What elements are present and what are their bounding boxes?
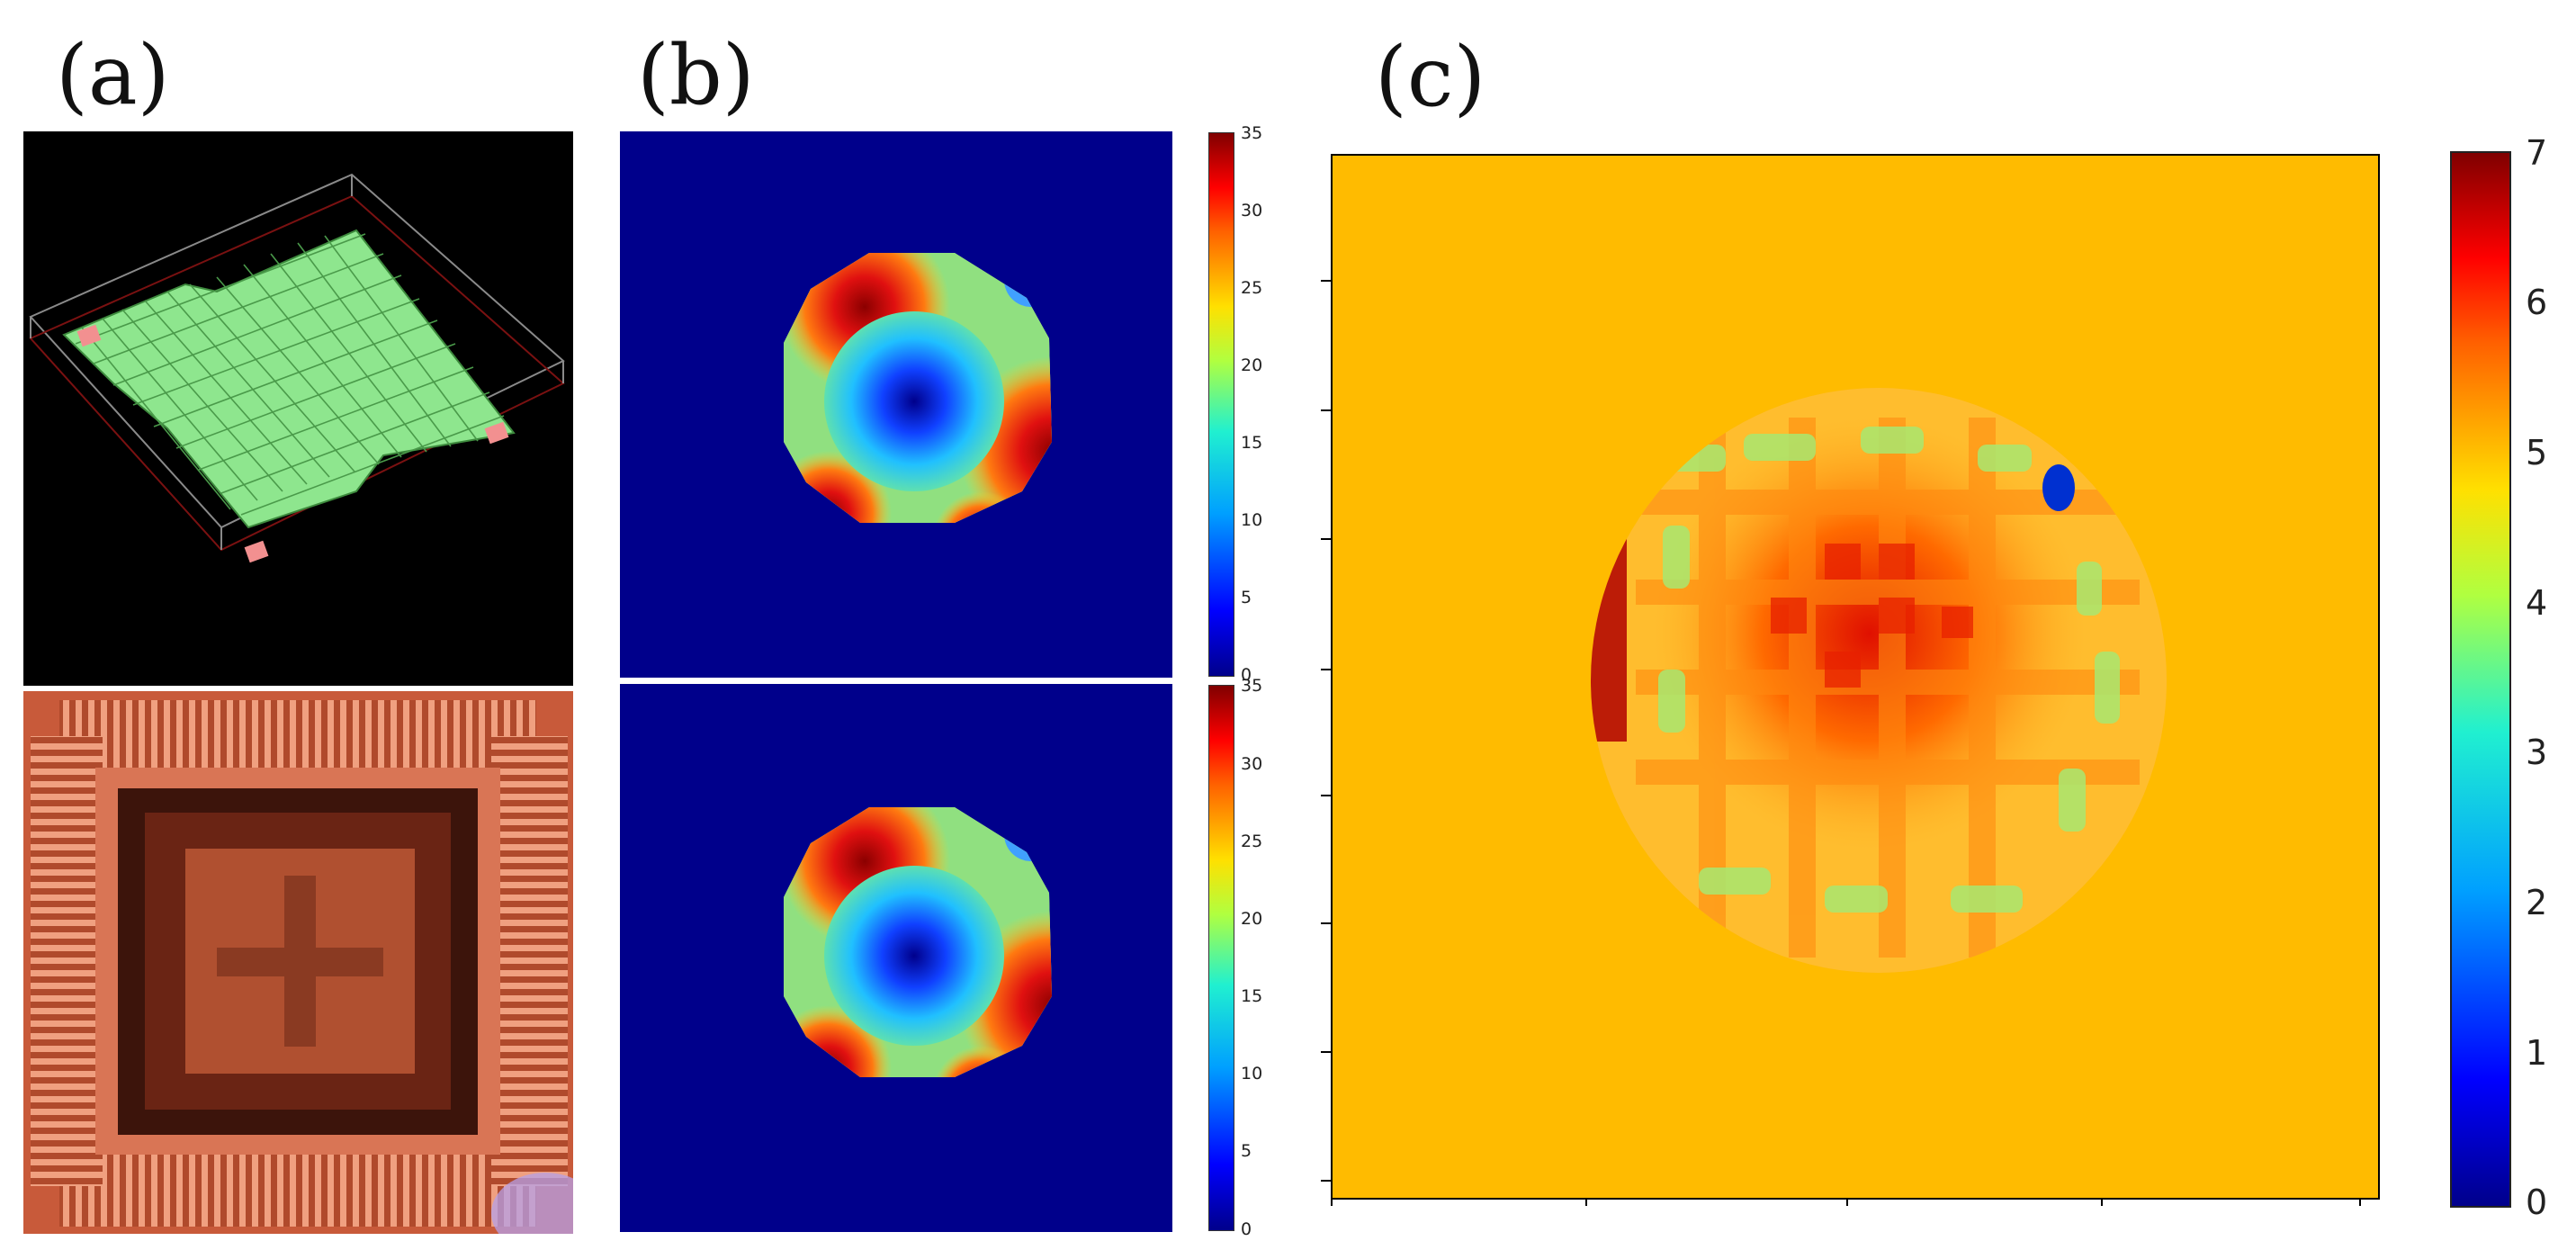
colorbar-tick: 15 <box>1241 433 1263 453</box>
colorbar-tick: 35 <box>1241 676 1263 696</box>
colorbar-gradient <box>2450 151 2511 1208</box>
colorbar-tick: 4 <box>2526 583 2548 623</box>
colorbar-c: 7 6 5 4 3 2 1 0 <box>2450 133 2576 1222</box>
colorbar-tick: 35 <box>1241 123 1263 143</box>
colorbar-tick: 2 <box>2526 883 2548 922</box>
mesh-3d-render <box>23 131 573 686</box>
colorbar-tick: 7 <box>2526 133 2548 173</box>
colorbar-tick: 10 <box>1241 510 1263 530</box>
colorbar-tick: 0 <box>1241 665 1252 685</box>
colorbar-tick: 0 <box>2526 1183 2548 1222</box>
colorbar-tick: 25 <box>1241 278 1263 298</box>
colorbar-gradient <box>1208 685 1234 1231</box>
contour-map-bottom <box>620 684 1172 1232</box>
contour-map-top <box>620 131 1172 678</box>
colorbar-b-top: 35 30 25 20 15 10 5 0 <box>1208 123 1280 685</box>
colorbar-tick: 1 <box>2526 1033 2548 1073</box>
colorbar-tick: 6 <box>2526 283 2548 322</box>
colorbar-tick: 10 <box>1241 1064 1263 1084</box>
panel-label-c: (c) <box>1375 29 1486 125</box>
colorbar-tick: 20 <box>1241 355 1263 375</box>
colorbar-tick: 3 <box>2526 733 2548 772</box>
colorbar-tick: 0 <box>1241 1219 1252 1239</box>
colorbar-b-bottom: 35 30 25 20 15 10 5 0 <box>1208 676 1280 1239</box>
panel-label-a: (a) <box>56 27 170 123</box>
panel-label-b: (b) <box>637 27 755 123</box>
chip-package-photo <box>23 691 573 1234</box>
colorbar-tick: 30 <box>1241 754 1263 774</box>
colorbar-tick: 30 <box>1241 201 1263 220</box>
colorbar-tick: 15 <box>1241 986 1263 1006</box>
colorbar-tick: 5 <box>1241 1141 1252 1161</box>
colorbar-tick: 25 <box>1241 832 1263 851</box>
colorbar-tick: 20 <box>1241 909 1263 929</box>
colorbar-tick: 5 <box>2526 433 2548 472</box>
heatmap-c-axes <box>1321 148 2386 1206</box>
colorbar-gradient <box>1208 132 1234 677</box>
colorbar-tick: 5 <box>1241 588 1252 607</box>
